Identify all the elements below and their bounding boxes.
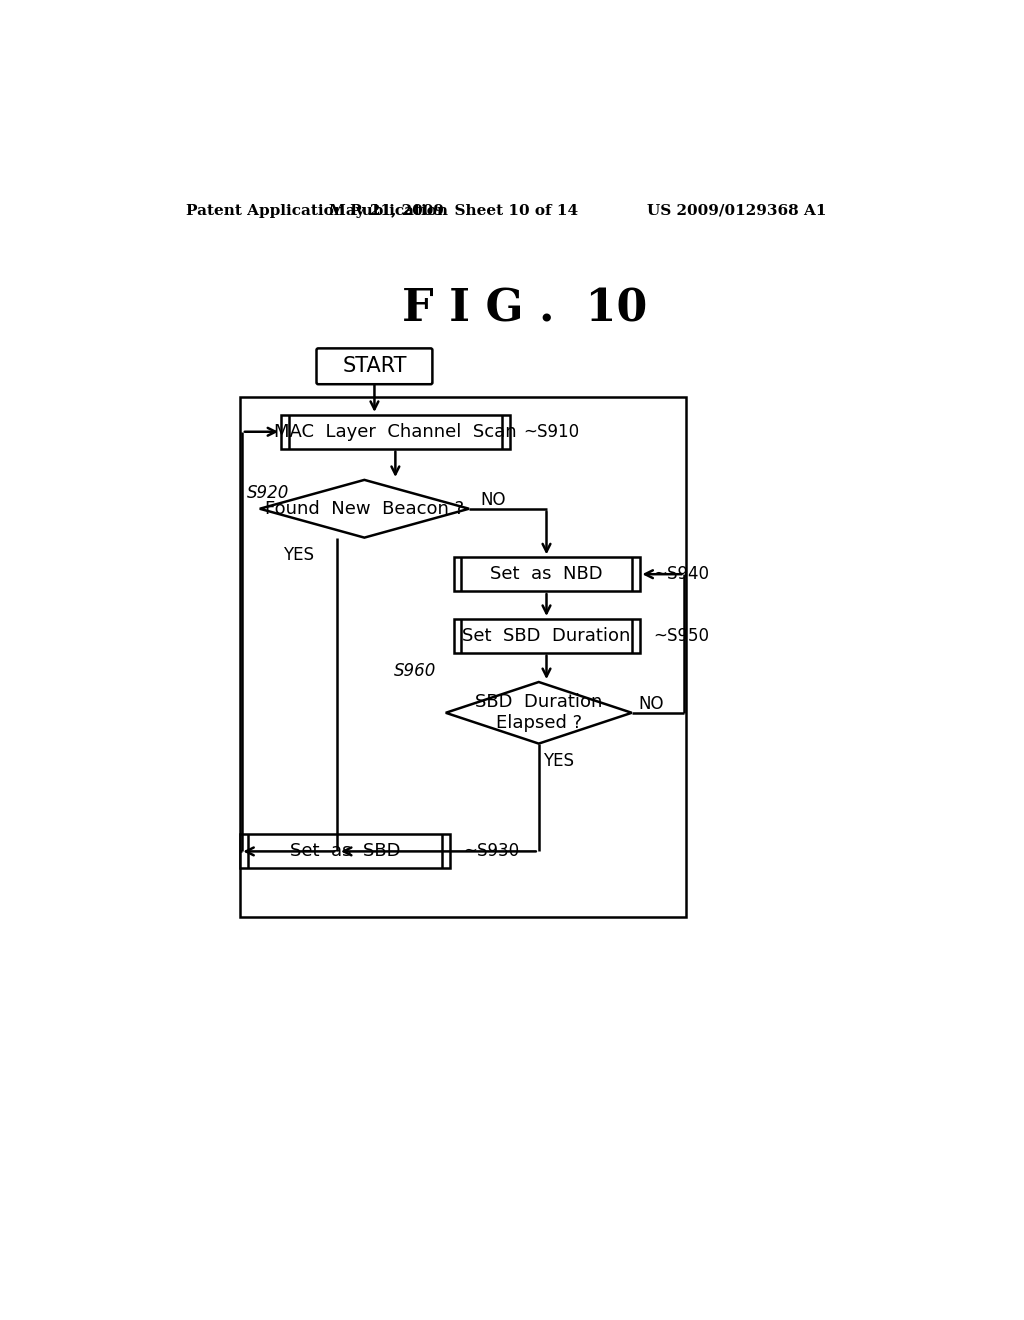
Text: Set  as  SBD: Set as SBD — [290, 842, 400, 861]
Text: YES: YES — [283, 545, 314, 564]
Text: Set  SBD  Duration: Set SBD Duration — [462, 627, 631, 644]
Bar — [281, 414, 510, 449]
Polygon shape — [445, 682, 632, 743]
Bar — [454, 619, 640, 653]
Text: NO: NO — [480, 491, 506, 508]
Text: NO: NO — [638, 694, 664, 713]
Text: START: START — [342, 356, 407, 376]
Bar — [241, 397, 686, 917]
Text: YES: YES — [543, 751, 573, 770]
FancyBboxPatch shape — [316, 348, 432, 384]
Text: SBD  Duration
Elapsed ?: SBD Duration Elapsed ? — [475, 693, 602, 733]
Text: Patent Application Publication: Patent Application Publication — [186, 203, 449, 218]
Text: MAC  Layer  Channel  Scan: MAC Layer Channel Scan — [274, 422, 517, 441]
Text: S960: S960 — [394, 663, 436, 680]
Text: ~S940: ~S940 — [653, 565, 710, 583]
Bar — [241, 834, 450, 869]
Text: ~S930: ~S930 — [464, 842, 520, 861]
Text: F I G .  10: F I G . 10 — [402, 286, 647, 330]
Text: May 21, 2009  Sheet 10 of 14: May 21, 2009 Sheet 10 of 14 — [329, 203, 579, 218]
Text: ~S950: ~S950 — [653, 627, 710, 644]
Text: US 2009/0129368 A1: US 2009/0129368 A1 — [647, 203, 826, 218]
Text: Found  New  Beacon ?: Found New Beacon ? — [265, 500, 464, 517]
Text: S920: S920 — [247, 484, 289, 503]
Text: Set  as  NBD: Set as NBD — [490, 565, 603, 583]
Polygon shape — [260, 480, 469, 537]
Bar — [454, 557, 640, 591]
Text: ~S910: ~S910 — [523, 422, 580, 441]
